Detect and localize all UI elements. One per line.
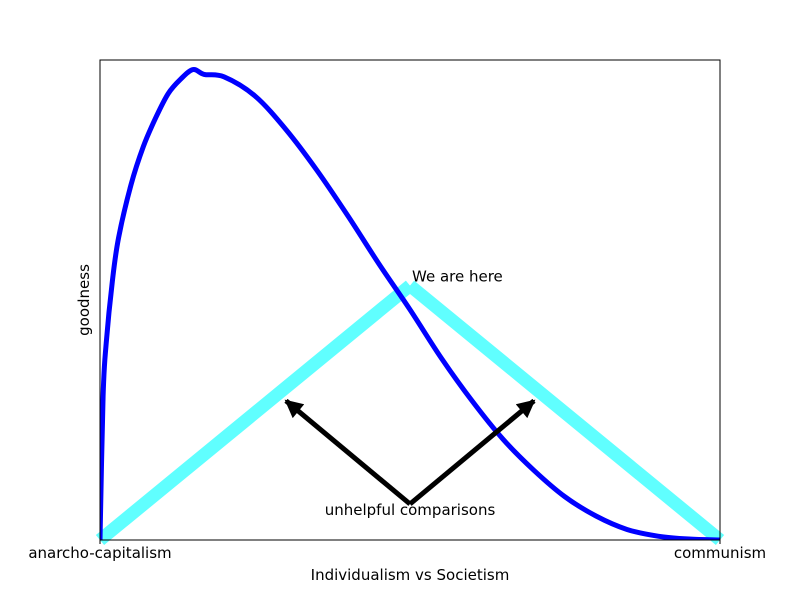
y-axis-label: goodness [75,264,93,336]
plot-marks: We are here unhelpful comparisons [95,67,725,546]
comparison-arrow-left [284,398,412,506]
double-arrow-right [405,280,725,546]
annotation-we-are-here: We are here [412,268,503,286]
plot-frame [99,59,721,541]
comparison-arrow-right [408,398,536,506]
goodness-curve-0 [100,67,720,540]
annotation-unhelpful-comparisons: unhelpful comparisons [325,501,496,519]
x-axis-label: Individualism vs Societism [311,566,510,584]
x-tick-label-left: anarcho-capitalism [28,544,171,562]
double-arrow-left [95,280,415,546]
x-tick-label-right: communism [674,544,766,562]
